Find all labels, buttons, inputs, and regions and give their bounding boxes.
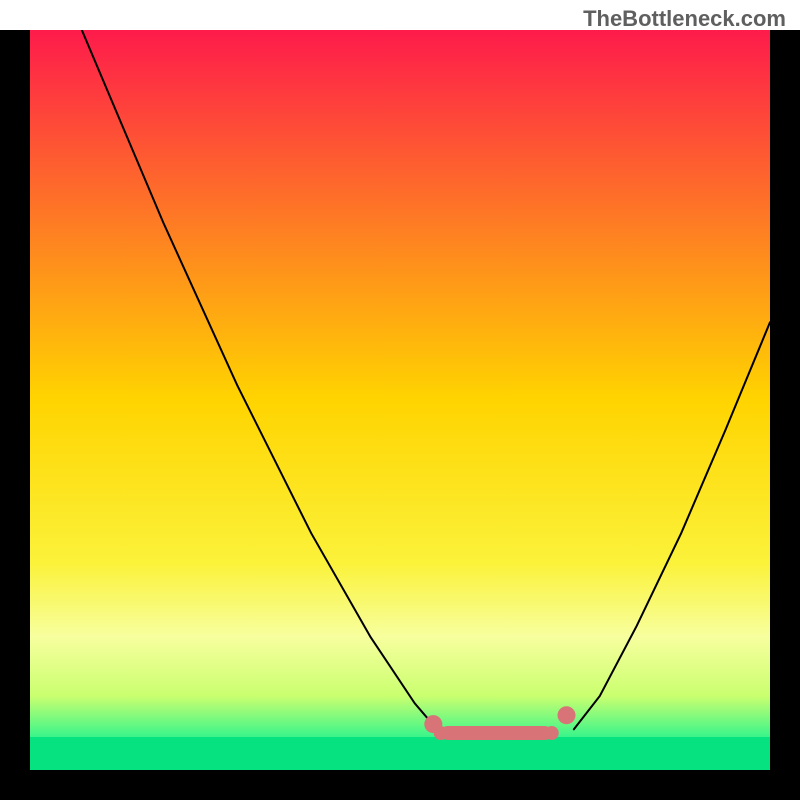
watermark-text: TheBottleneck.com xyxy=(583,6,786,32)
trough-markers xyxy=(30,30,770,770)
chart-frame xyxy=(0,30,800,800)
chart-container: TheBottleneck.com xyxy=(0,0,800,800)
plot-area xyxy=(30,30,770,770)
